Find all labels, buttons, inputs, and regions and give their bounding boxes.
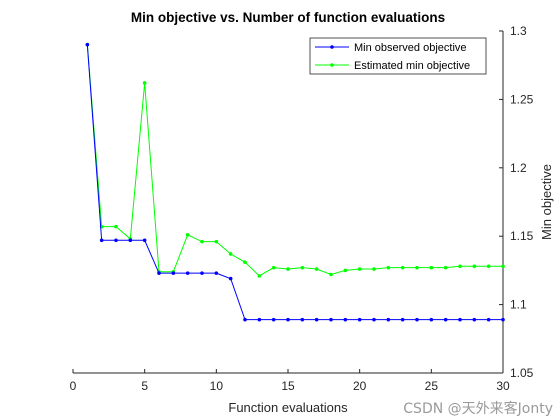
- point-estimated: [343, 268, 348, 273]
- point-estimated: [429, 265, 434, 270]
- point-estimated: [372, 267, 376, 271]
- x-tick-label: 15: [281, 379, 295, 393]
- point-observed: [300, 317, 305, 322]
- point-observed: [157, 271, 161, 275]
- y-ticks: 1.05 1.1 1.15 1.2 1.25 1.3: [499, 24, 534, 380]
- legend-marker-estimated: [330, 63, 334, 67]
- point-observed: [429, 317, 434, 322]
- point-estimated: [271, 265, 276, 270]
- point-observed: [99, 238, 104, 243]
- point-observed: [171, 271, 176, 275]
- y-tick-label: 1.15: [510, 229, 534, 243]
- point-estimated: [415, 265, 419, 270]
- point-estimated: [486, 264, 491, 269]
- point-observed: [286, 317, 290, 322]
- point-estimated: [300, 265, 305, 270]
- point-observed: [357, 317, 362, 322]
- point-observed: [343, 317, 348, 322]
- point-estimated: [357, 267, 362, 271]
- x-ticks: 0 5 10 15 20 25 30: [70, 369, 510, 393]
- x-tick-label: 20: [353, 379, 367, 393]
- legend-box: [309, 37, 487, 75]
- point-observed: [114, 238, 118, 243]
- point-observed: [329, 317, 333, 322]
- x-tick-label: 10: [210, 379, 224, 393]
- x-tick-label: 0: [70, 379, 77, 393]
- point-observed: [85, 42, 90, 47]
- point-estimated: [443, 265, 448, 270]
- legend-label-estimated: Estimated min objective: [354, 60, 470, 72]
- point-observed: [386, 317, 391, 322]
- legend-label-observed: Min observed objective: [354, 42, 467, 54]
- point-estimated: [214, 239, 219, 244]
- y-tick-label: 1.1: [510, 298, 527, 312]
- point-observed: [501, 317, 505, 322]
- point-observed: [228, 276, 233, 281]
- point-estimated: [257, 274, 262, 278]
- legend-marker-observed: [330, 45, 334, 49]
- point-estimated: [472, 264, 477, 269]
- point-observed: [271, 317, 276, 322]
- point-observed: [314, 317, 319, 322]
- series-layer: [85, 42, 505, 322]
- point-estimated: [286, 267, 290, 271]
- point-estimated: [400, 265, 405, 270]
- point-estimated: [458, 264, 462, 269]
- watermark-text: CSDN @天外来客Jonty: [403, 400, 553, 417]
- point-observed: [142, 238, 147, 243]
- chart-title: Min objective vs. Number of function eva…: [131, 10, 445, 25]
- point-estimated: [228, 252, 233, 256]
- point-observed: [472, 317, 477, 322]
- point-observed: [372, 317, 376, 322]
- point-estimated: [243, 260, 247, 264]
- point-estimated: [501, 264, 505, 269]
- point-estimated: [114, 224, 118, 229]
- point-estimated: [200, 239, 204, 244]
- point-observed: [257, 317, 262, 322]
- x-tick-label: 5: [141, 379, 148, 393]
- point-observed: [443, 317, 448, 322]
- series-line-estimated: [86, 44, 503, 277]
- x-axis-label: Function evaluations: [228, 400, 348, 415]
- point-observed: [458, 317, 462, 322]
- legend: Min observed objective Estimated min obj…: [309, 37, 487, 75]
- point-estimated: [185, 233, 190, 237]
- point-observed: [486, 317, 491, 322]
- point-estimated: [142, 81, 147, 85]
- point-observed: [200, 271, 204, 275]
- y-tick-label: 1.05: [510, 366, 534, 380]
- point-observed: [415, 317, 419, 322]
- point-observed: [128, 238, 133, 243]
- point-observed: [400, 317, 405, 322]
- y-tick-label: 1.2: [510, 161, 527, 175]
- point-estimated: [386, 265, 391, 270]
- point-observed: [214, 271, 219, 275]
- x-tick-label: 30: [496, 379, 510, 393]
- point-estimated: [329, 272, 333, 277]
- plot-area: [73, 31, 504, 374]
- point-observed: [243, 317, 247, 322]
- y-tick-label: 1.25: [510, 92, 534, 106]
- point-estimated: [314, 267, 319, 271]
- x-tick-label: 25: [425, 379, 439, 393]
- point-observed: [185, 271, 190, 275]
- series-line-observed: [86, 44, 503, 321]
- y-axis-label: Min objective: [539, 164, 554, 240]
- y-tick-label: 1.3: [510, 24, 527, 38]
